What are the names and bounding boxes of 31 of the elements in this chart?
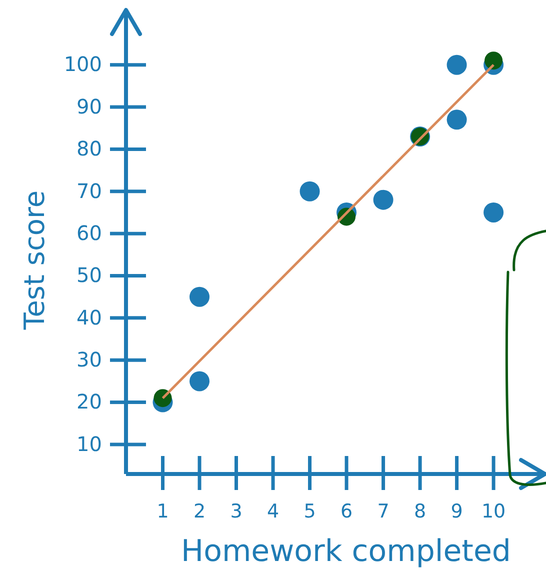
x-tick-label: 1 xyxy=(156,500,169,522)
point xyxy=(484,202,504,222)
y-tick-label: 80 xyxy=(76,136,102,161)
y-tick-label: 60 xyxy=(76,220,102,245)
x-tick-label: 10 xyxy=(481,500,506,522)
y-tick-label: 70 xyxy=(76,178,102,203)
point xyxy=(190,286,210,307)
x-tick-label: 4 xyxy=(266,500,280,522)
x-tick-label: 2 xyxy=(193,500,206,522)
point xyxy=(446,54,467,75)
x-tick-label: 5 xyxy=(304,500,316,522)
point xyxy=(300,181,320,202)
y-tick-label: 50 xyxy=(76,263,102,288)
y-tick-label: 30 xyxy=(76,348,102,372)
y-tick-label: 90 xyxy=(76,94,102,118)
y-tick-label: 10 xyxy=(76,432,102,456)
x-tick-label: 8 xyxy=(414,500,426,522)
y-tick-label: 100 xyxy=(64,52,102,76)
point xyxy=(190,371,210,392)
point xyxy=(484,52,503,70)
x-tick-label: 9 xyxy=(450,500,463,522)
x-tick-label: 7 xyxy=(377,500,390,522)
x-tick-label: 3 xyxy=(230,500,242,522)
x-axis-title: Homework completed xyxy=(181,534,511,569)
y-axis-title: Test score xyxy=(18,190,51,331)
x-tick-label: 6 xyxy=(340,500,353,522)
y-tick-label: 20 xyxy=(76,390,102,414)
point xyxy=(373,190,394,210)
y-tick-label: 40 xyxy=(76,305,102,330)
point xyxy=(154,389,172,408)
point xyxy=(446,110,467,130)
